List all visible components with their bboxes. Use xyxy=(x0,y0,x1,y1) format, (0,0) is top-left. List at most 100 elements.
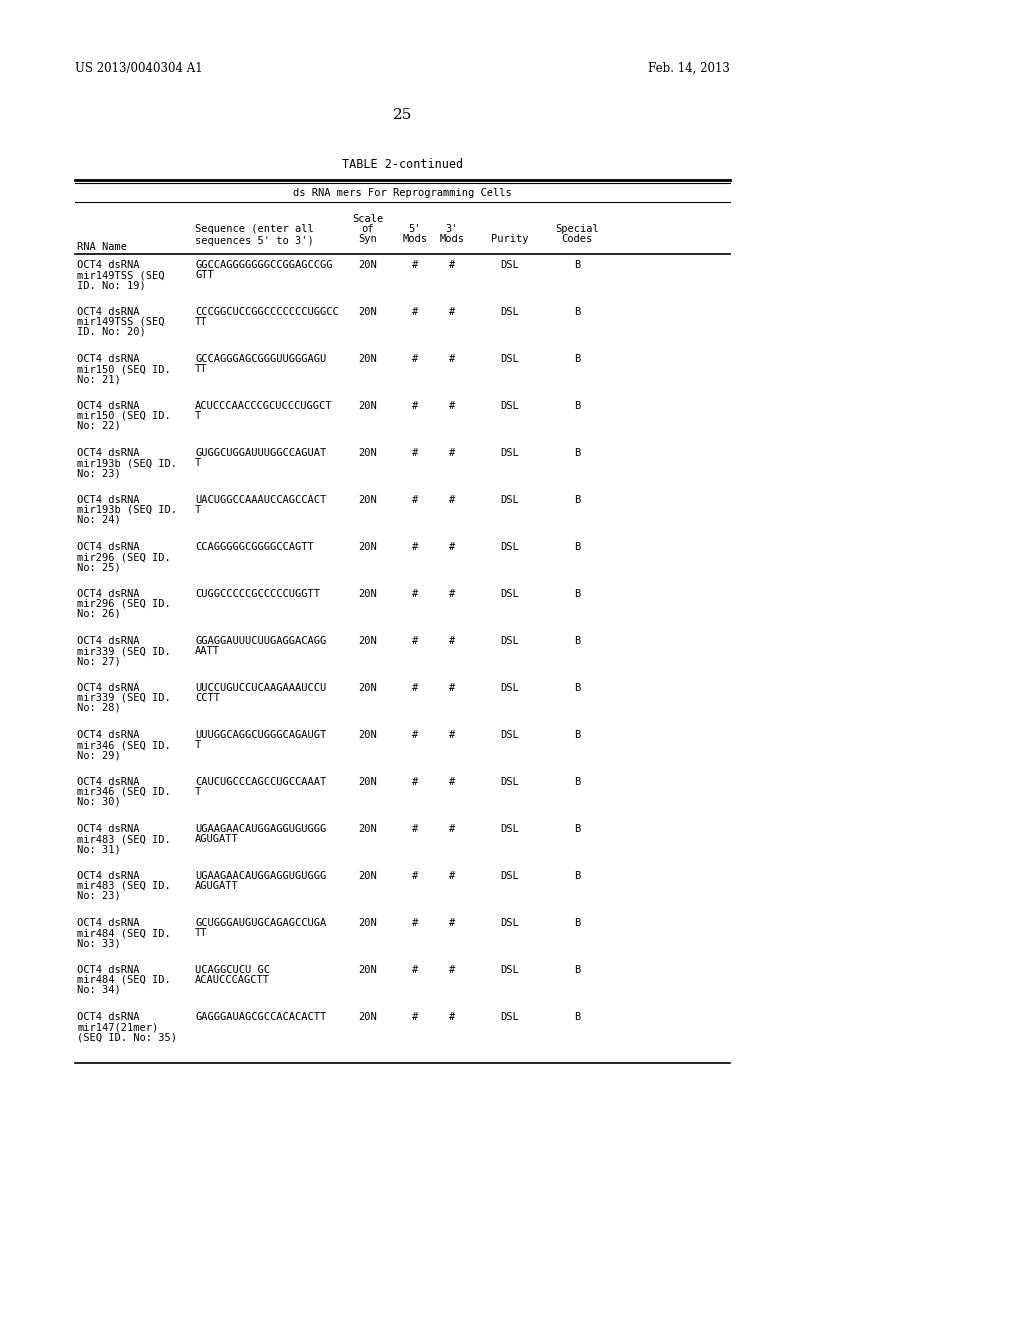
Text: DSL: DSL xyxy=(501,965,519,975)
Text: OCT4 dsRNA: OCT4 dsRNA xyxy=(77,965,139,975)
Text: DSL: DSL xyxy=(501,871,519,880)
Text: GCCAGGGAGCGGGUUGGGAGU: GCCAGGGAGCGGGUUGGGAGU xyxy=(195,354,327,364)
Text: #: # xyxy=(449,777,455,787)
Text: No: 34): No: 34) xyxy=(77,985,121,995)
Text: No: 26): No: 26) xyxy=(77,609,121,619)
Text: DSL: DSL xyxy=(501,917,519,928)
Text: 20N: 20N xyxy=(358,824,378,834)
Text: GAGGGAUAGCGCCACACACTT: GAGGGAUAGCGCCACACACTT xyxy=(195,1012,327,1022)
Text: 5': 5' xyxy=(409,224,421,234)
Text: B: B xyxy=(573,447,581,458)
Text: OCT4 dsRNA: OCT4 dsRNA xyxy=(77,917,139,928)
Text: OCT4 dsRNA: OCT4 dsRNA xyxy=(77,1012,139,1022)
Text: OCT4 dsRNA: OCT4 dsRNA xyxy=(77,543,139,552)
Text: #: # xyxy=(449,682,455,693)
Text: TT: TT xyxy=(195,364,208,374)
Text: T: T xyxy=(195,741,202,750)
Text: #: # xyxy=(412,401,418,411)
Text: AGUGATT: AGUGATT xyxy=(195,880,239,891)
Text: #: # xyxy=(449,308,455,317)
Text: No: 31): No: 31) xyxy=(77,843,121,854)
Text: of: of xyxy=(361,224,374,234)
Text: UACUGGCCAAAUCCAGCCACT: UACUGGCCAAAUCCAGCCACT xyxy=(195,495,327,506)
Text: UGAAGAACAUGGAGGUGUGGG: UGAAGAACAUGGAGGUGUGGG xyxy=(195,824,327,834)
Text: ID. No: 19): ID. No: 19) xyxy=(77,280,145,290)
Text: DSL: DSL xyxy=(501,354,519,364)
Text: #: # xyxy=(412,260,418,271)
Text: #: # xyxy=(412,308,418,317)
Text: DSL: DSL xyxy=(501,589,519,599)
Text: CUGGCCCCCGCCCCCUGGTT: CUGGCCCCCGCCCCCUGGTT xyxy=(195,589,319,599)
Text: UCAGGCUCU GC: UCAGGCUCU GC xyxy=(195,965,270,975)
Text: mir484 (SEQ ID.: mir484 (SEQ ID. xyxy=(77,928,171,939)
Text: 20N: 20N xyxy=(358,1012,378,1022)
Text: 25: 25 xyxy=(393,108,413,121)
Text: DSL: DSL xyxy=(501,260,519,271)
Text: B: B xyxy=(573,543,581,552)
Text: DSL: DSL xyxy=(501,1012,519,1022)
Text: B: B xyxy=(573,308,581,317)
Text: #: # xyxy=(412,495,418,506)
Text: mir150 (SEQ ID.: mir150 (SEQ ID. xyxy=(77,411,171,421)
Text: #: # xyxy=(412,543,418,552)
Text: B: B xyxy=(573,824,581,834)
Text: DSL: DSL xyxy=(501,777,519,787)
Text: OCT4 dsRNA: OCT4 dsRNA xyxy=(77,682,139,693)
Text: #: # xyxy=(449,917,455,928)
Text: DSL: DSL xyxy=(501,730,519,741)
Text: #: # xyxy=(412,917,418,928)
Text: B: B xyxy=(573,401,581,411)
Text: B: B xyxy=(573,730,581,741)
Text: GCUGGGAUGUGCAGAGCCUGA: GCUGGGAUGUGCAGAGCCUGA xyxy=(195,917,327,928)
Text: Special: Special xyxy=(555,224,599,234)
Text: B: B xyxy=(573,589,581,599)
Text: mir149TSS (SEQ: mir149TSS (SEQ xyxy=(77,317,165,327)
Text: #: # xyxy=(412,824,418,834)
Text: DSL: DSL xyxy=(501,636,519,645)
Text: No: 29): No: 29) xyxy=(77,750,121,760)
Text: 20N: 20N xyxy=(358,354,378,364)
Text: ds RNA mers For Reprogramming Cells: ds RNA mers For Reprogramming Cells xyxy=(293,187,512,198)
Text: No: 22): No: 22) xyxy=(77,421,121,432)
Text: CCTT: CCTT xyxy=(195,693,220,704)
Text: #: # xyxy=(449,636,455,645)
Text: TT: TT xyxy=(195,317,208,327)
Text: DSL: DSL xyxy=(501,308,519,317)
Text: OCT4 dsRNA: OCT4 dsRNA xyxy=(77,730,139,741)
Text: #: # xyxy=(412,589,418,599)
Text: DSL: DSL xyxy=(501,824,519,834)
Text: RNA Name: RNA Name xyxy=(77,242,127,252)
Text: OCT4 dsRNA: OCT4 dsRNA xyxy=(77,824,139,834)
Text: CAUCUGCCCAGCCUGCCAAAT: CAUCUGCCCAGCCUGCCAAAT xyxy=(195,777,327,787)
Text: B: B xyxy=(573,260,581,271)
Text: #: # xyxy=(449,730,455,741)
Text: 20N: 20N xyxy=(358,730,378,741)
Text: GUGGCUGGAUUUGGCCAGUAT: GUGGCUGGAUUUGGCCAGUAT xyxy=(195,447,327,458)
Text: #: # xyxy=(412,1012,418,1022)
Text: 20N: 20N xyxy=(358,401,378,411)
Text: UUCCUGUCCUCAAGAAAUCCU: UUCCUGUCCUCAAGAAAUCCU xyxy=(195,682,327,693)
Text: DSL: DSL xyxy=(501,543,519,552)
Text: mir483 (SEQ ID.: mir483 (SEQ ID. xyxy=(77,834,171,843)
Text: mir147(21mer): mir147(21mer) xyxy=(77,1022,159,1032)
Text: No: 21): No: 21) xyxy=(77,374,121,384)
Text: B: B xyxy=(573,871,581,880)
Text: GTT: GTT xyxy=(195,271,214,280)
Text: 20N: 20N xyxy=(358,260,378,271)
Text: ACAUCCCAGCTT: ACAUCCCAGCTT xyxy=(195,975,270,985)
Text: #: # xyxy=(449,824,455,834)
Text: DSL: DSL xyxy=(501,682,519,693)
Text: DSL: DSL xyxy=(501,495,519,506)
Text: AGUGATT: AGUGATT xyxy=(195,834,239,843)
Text: #: # xyxy=(412,682,418,693)
Text: mir149TSS (SEQ: mir149TSS (SEQ xyxy=(77,271,165,280)
Text: GGAGGAUUUCUUGAGGACAGG: GGAGGAUUUCUUGAGGACAGG xyxy=(195,636,327,645)
Text: OCT4 dsRNA: OCT4 dsRNA xyxy=(77,589,139,599)
Text: Sequence (enter all: Sequence (enter all xyxy=(195,224,313,234)
Text: #: # xyxy=(449,543,455,552)
Text: sequences 5' to 3'): sequences 5' to 3') xyxy=(195,236,313,246)
Text: Purity: Purity xyxy=(492,234,528,244)
Text: #: # xyxy=(449,401,455,411)
Text: #: # xyxy=(449,354,455,364)
Text: #: # xyxy=(412,636,418,645)
